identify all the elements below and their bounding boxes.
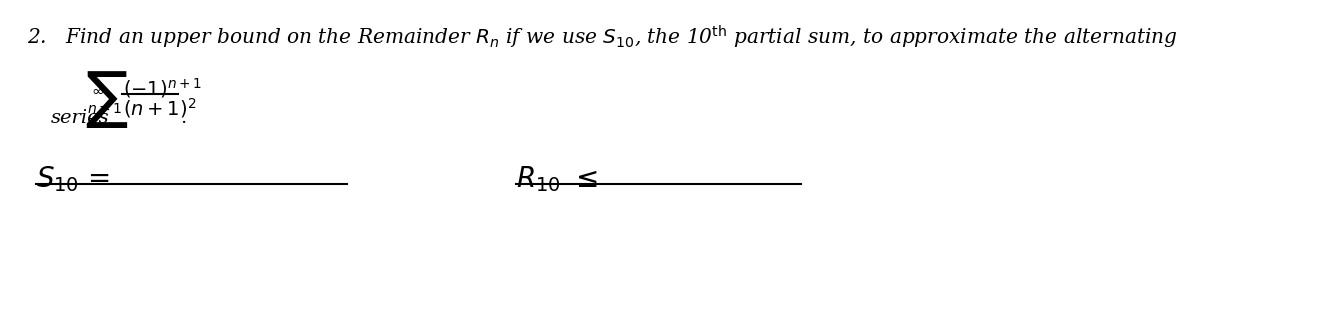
Text: series: series <box>50 109 109 127</box>
Text: $S_{10}$ =: $S_{10}$ = <box>36 164 110 194</box>
Text: .: . <box>180 109 186 127</box>
Text: $(n+1)^{2}$: $(n+1)^{2}$ <box>123 96 196 120</box>
Text: $\infty$: $\infty$ <box>90 84 103 98</box>
Text: $(-1)^{n+1}$: $(-1)^{n+1}$ <box>123 76 202 100</box>
Text: $\sum$: $\sum$ <box>85 69 127 130</box>
Text: $R_{10}$ $\leq$: $R_{10}$ $\leq$ <box>516 164 598 194</box>
Text: 2.   Find an upper bound on the Remainder $R_n$ if we use $S_{10}$, the 10$^{\ma: 2. Find an upper bound on the Remainder … <box>27 24 1177 51</box>
Text: $n=1$: $n=1$ <box>88 102 122 116</box>
